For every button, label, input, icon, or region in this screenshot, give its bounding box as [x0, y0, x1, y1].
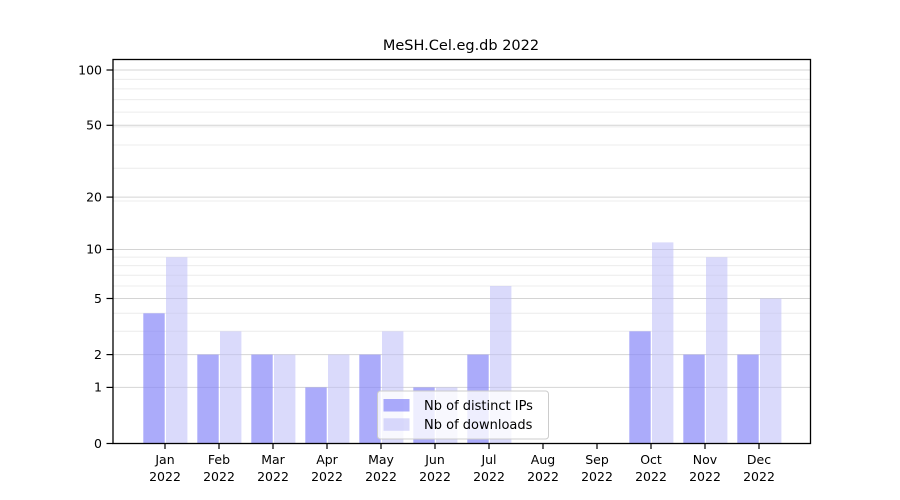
x-tick-label-month: Jun [424, 452, 445, 467]
x-tick-label-month: May [368, 452, 394, 467]
x-tick-label-month: Jul [480, 452, 496, 467]
bar-downloads-apr [328, 354, 350, 444]
bar-ips-nov [683, 354, 705, 444]
legend-swatch-downloads [383, 418, 410, 431]
bar-ips-may [359, 354, 381, 444]
bar-downloads-dec [760, 298, 782, 444]
x-axis-ticks: Jan 2022 Feb 2022 Mar 2022 Apr 2022 May 2022 Jun 20… [149, 443, 775, 484]
x-tick-label-year: 2022 [419, 469, 451, 484]
axes-frame [112, 58, 812, 445]
bar-downloads-oct [652, 242, 674, 444]
bar-downloads-feb [220, 331, 242, 444]
bar-downloads-nov [706, 257, 728, 444]
x-tick-label-month: Apr [316, 452, 338, 467]
y-tick-label: 1 [94, 380, 102, 395]
y-axis-ticks: 0 1 2 5 10 20 50 100 [78, 62, 113, 451]
bar-ips-mar [251, 354, 273, 444]
legend: Nb of distinct IPs Nb of downloads [377, 390, 549, 440]
x-tick-label-month: Sep [585, 452, 609, 467]
legend-label-downloads: Nb of downloads [424, 418, 533, 433]
minor-gridlines [113, 78, 811, 332]
x-tick-label-month: Nov [693, 452, 718, 467]
x-tick-label-year: 2022 [581, 469, 613, 484]
x-tick-label-year: 2022 [149, 469, 181, 484]
y-tick-label: 10 [86, 242, 102, 257]
y-tick-label: 20 [86, 189, 102, 204]
x-tick-label-year: 2022 [203, 469, 235, 484]
y-tick-label: 2 [94, 347, 102, 362]
x-tick-label-year: 2022 [257, 469, 289, 484]
legend-swatch-ips [383, 399, 410, 412]
bar-downloads-mar [274, 354, 296, 444]
x-tick-label-year: 2022 [527, 469, 559, 484]
chart-title: MeSH.Cel.eg.db 2022 [383, 38, 539, 54]
x-tick-label-month: Feb [208, 452, 230, 467]
x-tick-label-month: Jan [154, 452, 174, 467]
bar-downloads-jan [166, 257, 188, 444]
bar-ips-jan [143, 313, 165, 444]
y-tick-label: 0 [94, 436, 102, 451]
bar-ips-apr [305, 387, 327, 444]
bar-ips-feb [197, 354, 219, 444]
x-tick-label-year: 2022 [365, 469, 397, 484]
x-tick-label-month: Oct [640, 452, 662, 467]
x-tick-label-month: Dec [747, 452, 771, 467]
x-tick-label-year: 2022 [743, 469, 775, 484]
y-tick-label: 100 [78, 62, 102, 77]
x-tick-label-month: Mar [261, 452, 285, 467]
y-tick-label: 50 [86, 118, 102, 133]
legend-label-ips: Nb of distinct IPs [424, 399, 533, 414]
major-gridlines [113, 69, 811, 388]
x-tick-label-year: 2022 [635, 469, 667, 484]
x-tick-label-year: 2022 [473, 469, 505, 484]
x-tick-label-year: 2022 [311, 469, 343, 484]
x-tick-label-month: Aug [531, 452, 555, 467]
bar-ips-dec [737, 354, 759, 444]
legend-box [377, 390, 549, 440]
y-tick-label: 5 [94, 291, 102, 306]
plot-frame [112, 58, 812, 445]
bar-ips-oct [629, 331, 651, 444]
x-tick-label-year: 2022 [689, 469, 721, 484]
